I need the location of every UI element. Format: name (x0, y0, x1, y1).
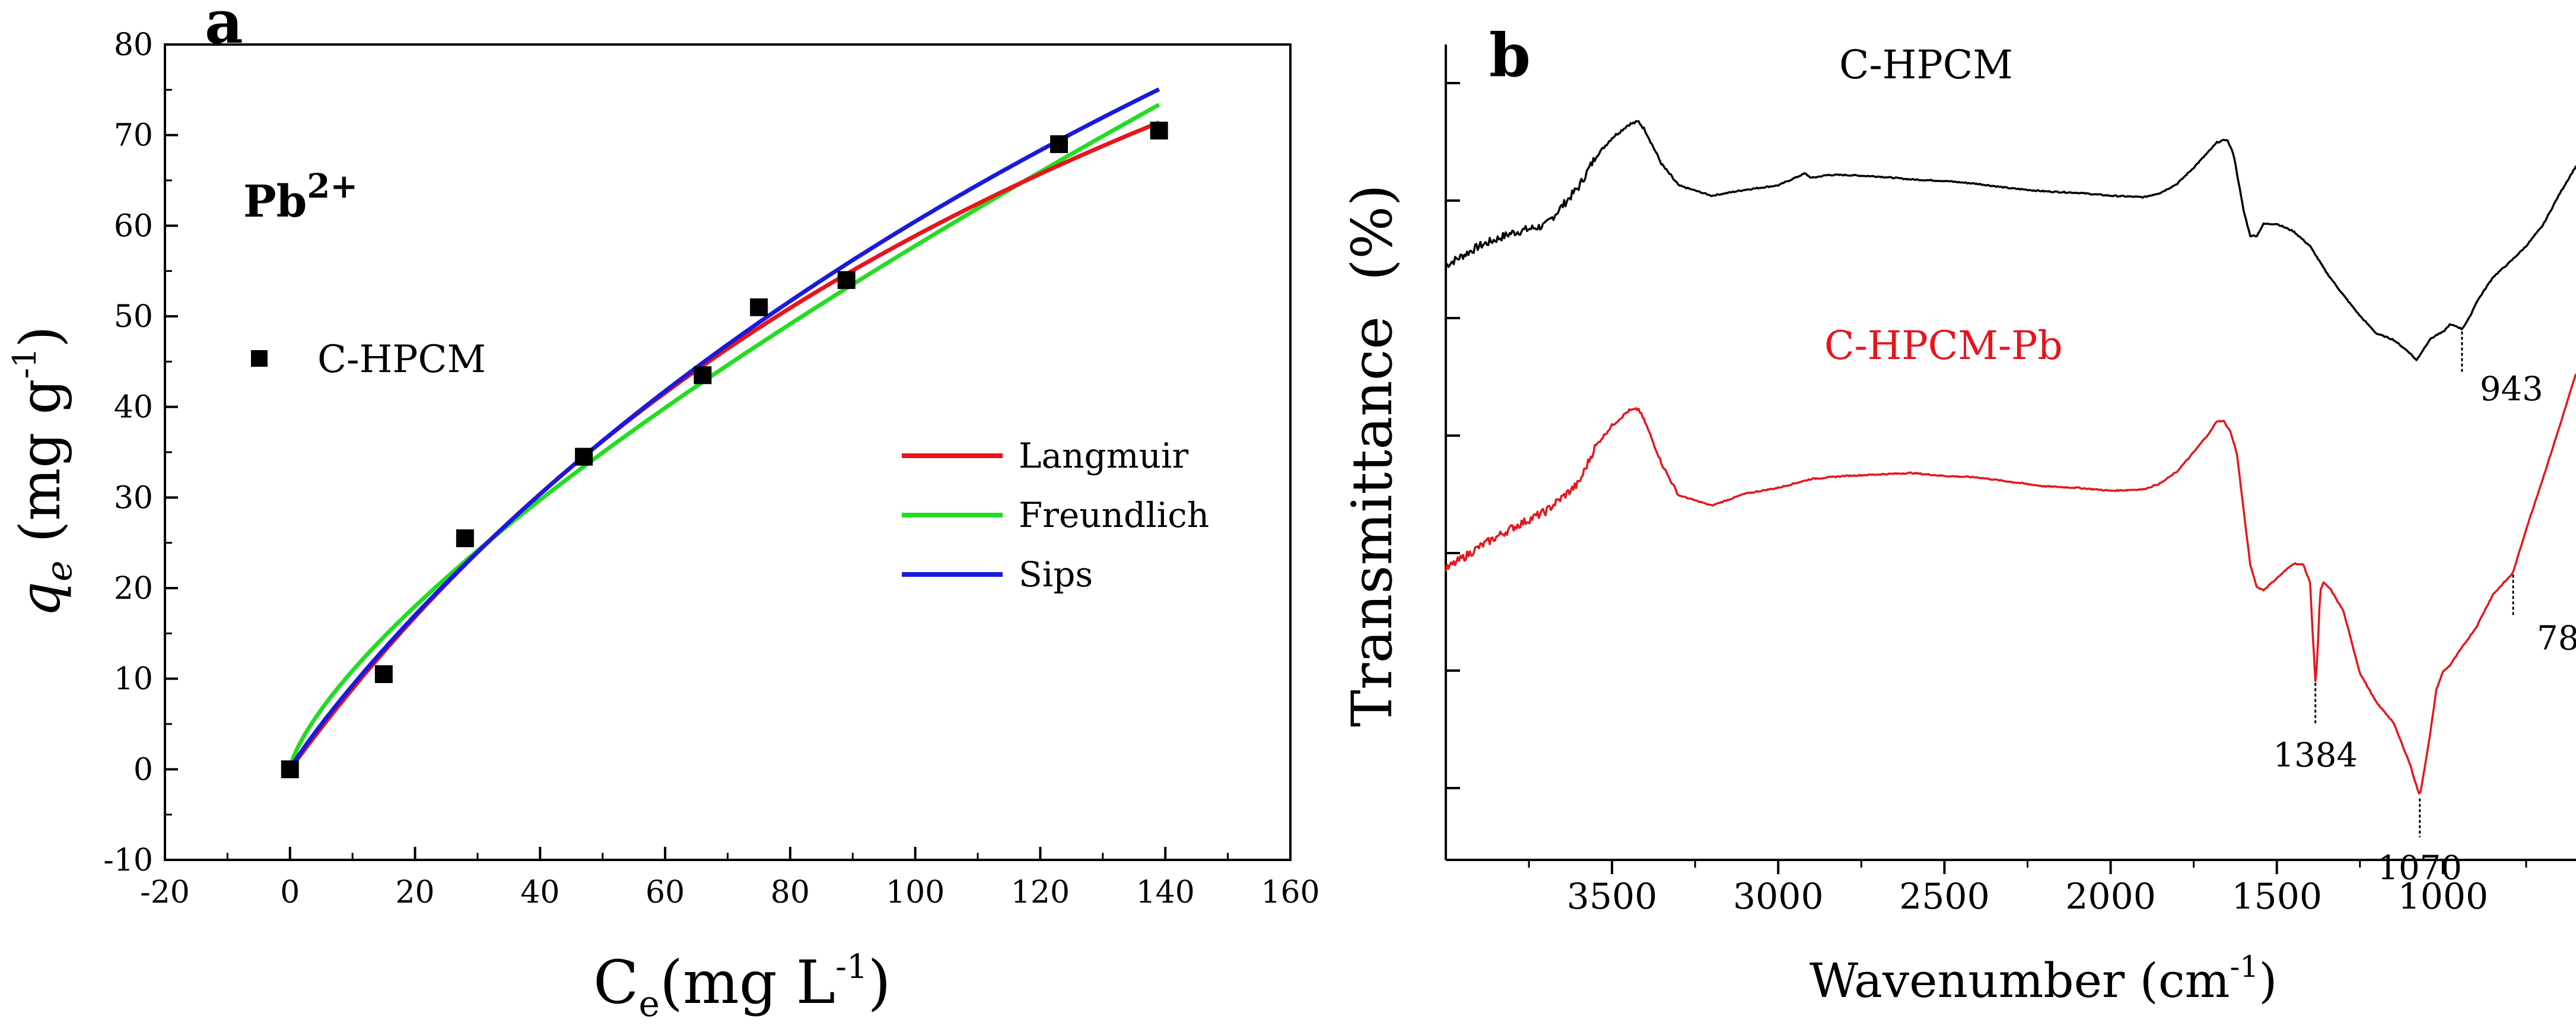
x-tick-label: 1000 (2398, 876, 2489, 917)
x-tick-label: 1500 (2231, 876, 2322, 917)
x-tick-label: 120 (1011, 875, 1070, 910)
y-tick-label: 0 (133, 752, 153, 788)
panel-a-fit-curves (288, 87, 1160, 771)
series-label-c-hpcm-pb: C-HPCM-Pb (1824, 323, 2063, 369)
peak-label: 943 (2480, 370, 2543, 409)
x-tick-label: 0 (280, 875, 300, 910)
panel-a-data-points (281, 122, 1168, 779)
panel-b-y-axis-label: Transmittance (%) (1340, 185, 1405, 727)
peak-label: 1384 (2273, 736, 2358, 775)
y-tick-label: 10 (114, 662, 153, 697)
fit-curve-sips (288, 87, 1160, 771)
peak-label: 1070 (2377, 849, 2462, 888)
y-tick-label: 50 (114, 299, 153, 335)
species-label: Pb2+ (243, 167, 358, 227)
panel-a-isotherm: a -20 0 20 40 60 80 100 120 140 160 -10 0 10 20 30 40 5… (6, 0, 1320, 1025)
x-tick-label: 60 (645, 875, 685, 910)
panel-b-x-axis-label: Wavenumber (cm-1) (1809, 950, 2277, 1008)
y-tick-label: 40 (114, 390, 153, 425)
x-tick-label: 20 (395, 875, 434, 910)
panel-b-ftir: b 3500 3000 2500 2000 1500 1000 943 1384 1070 78… (1340, 20, 2576, 1008)
legend-label-freundlich: Freundlich (1019, 495, 1209, 535)
series-label-c-hpcm: C-HPCM (1839, 42, 2013, 88)
y-tick-label: 60 (114, 208, 153, 244)
data-point (837, 271, 856, 289)
panel-b-label: b (1489, 20, 1531, 90)
panel-a-y-ticks: -10 0 10 20 30 40 50 60 70 80 (103, 27, 178, 878)
legend-label-langmuir: Langmuir (1019, 436, 1188, 476)
x-tick-label: 2500 (1899, 876, 1990, 917)
x-tick-label: 40 (520, 875, 559, 910)
x-tick-label: 3000 (1733, 876, 1824, 917)
legend-marker-c-hpcm (251, 350, 268, 367)
panel-a-y-axis-label: qe (mg g-1) (6, 326, 80, 617)
panel-b-y-ticks (1446, 82, 1460, 789)
panel-a-label: a (205, 0, 243, 57)
y-tick-label: -10 (103, 843, 153, 878)
x-tick-label: 140 (1136, 875, 1195, 910)
y-tick-label: 80 (114, 27, 153, 63)
legend-label-sips: Sips (1019, 554, 1093, 595)
data-point (281, 760, 299, 779)
panel-a-x-axis-label: Ce(mg L-1) (593, 948, 891, 1025)
x-tick-label: 2000 (2065, 876, 2156, 917)
y-tick-label: 20 (114, 571, 153, 607)
y-tick-label: 30 (114, 480, 153, 516)
data-point (1050, 135, 1068, 153)
peak-label: 789 (2537, 619, 2576, 658)
data-point (1150, 122, 1168, 140)
data-point (456, 529, 474, 548)
spectrum-c-hpcm (1445, 120, 2576, 361)
data-point (750, 298, 768, 316)
x-tick-label: 3500 (1567, 876, 1658, 917)
data-point (374, 665, 393, 684)
x-tick-label: 80 (771, 875, 810, 910)
panel-a-x-ticks: -20 0 20 40 60 80 100 120 140 160 (140, 847, 1320, 910)
y-tick-label: 70 (114, 118, 153, 154)
x-tick-label: 160 (1261, 875, 1319, 910)
x-tick-label: -20 (140, 875, 190, 910)
panel-a-fit-legend: Langmuir Freundlich Sips (902, 436, 1209, 595)
data-point (575, 447, 593, 466)
data-point (694, 366, 712, 385)
spectrum-c-hpcm-pb (1445, 373, 2576, 795)
panel-b-peak-annotations: 943 1384 1070 789 (2273, 331, 2576, 888)
panel-b-spectra (1445, 120, 2576, 795)
panel-b-x-ticks: 3500 3000 2500 2000 1500 1000 (1528, 860, 2527, 917)
legend-label-c-hpcm: C-HPCM (317, 338, 486, 382)
x-tick-label: 100 (886, 875, 944, 910)
